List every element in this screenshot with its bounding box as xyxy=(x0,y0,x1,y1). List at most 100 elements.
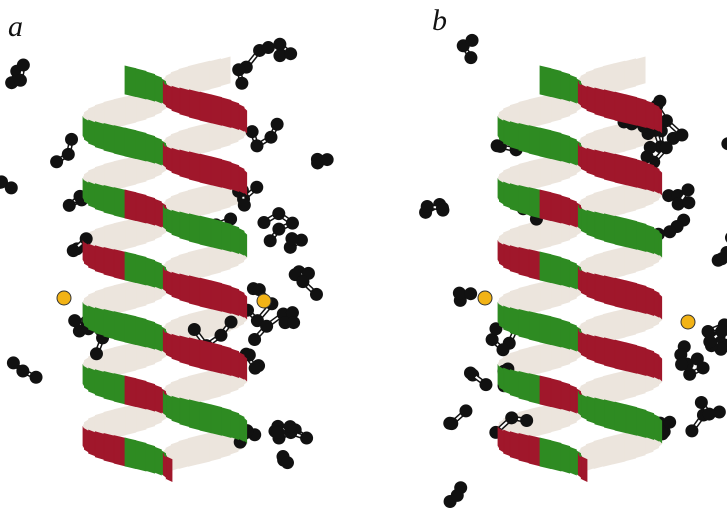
helix-ribbon xyxy=(166,333,172,358)
atom xyxy=(271,118,284,131)
helix-ribbon xyxy=(136,193,146,223)
helix-ribbon xyxy=(136,441,146,471)
atom xyxy=(505,411,518,424)
helix-ribbon xyxy=(231,287,239,315)
helix-ribbon xyxy=(222,408,231,438)
helix-ribbon xyxy=(529,345,540,376)
helix-ribbon xyxy=(615,402,626,433)
helix-ribbon xyxy=(540,438,551,469)
helix-ribbon xyxy=(189,276,200,306)
helix-ribbon xyxy=(244,294,247,318)
helix-ribbon xyxy=(84,305,88,328)
helix-ribbon xyxy=(200,402,211,433)
helix-ribbon xyxy=(136,317,146,347)
helix-ribbon xyxy=(125,281,136,311)
helix-ribbon xyxy=(211,281,222,311)
atom xyxy=(451,489,464,502)
atom xyxy=(300,432,313,445)
helix-ribbon xyxy=(125,405,136,435)
helix-ribbon xyxy=(166,209,172,234)
helix-ribbon xyxy=(89,368,96,394)
helix-ribbon xyxy=(199,123,210,154)
helix-ribbon xyxy=(540,343,551,373)
helix-ribbon xyxy=(519,310,529,339)
atom xyxy=(321,153,334,166)
helix-ribbon xyxy=(625,307,636,337)
helix-ribbon xyxy=(636,57,646,86)
helix-ribbon xyxy=(519,372,529,401)
helix-ribbon xyxy=(551,441,561,471)
helix-ribbon xyxy=(504,368,511,394)
helix-ribbon xyxy=(231,349,239,377)
helix-ribbon xyxy=(625,245,636,275)
helix-ribbon xyxy=(529,159,540,190)
atom xyxy=(14,74,27,87)
helix-ribbon xyxy=(625,369,636,399)
helix-ribbon xyxy=(654,291,659,318)
helix-ribbon xyxy=(125,157,136,187)
helix-ribbon xyxy=(540,405,551,435)
helix-ribbon xyxy=(146,72,155,101)
helix-ribbon xyxy=(136,255,146,285)
helix-ribbon xyxy=(510,246,519,274)
helix-ribbon xyxy=(504,430,511,456)
helix-ribbon xyxy=(200,92,211,123)
helix-ribbon xyxy=(84,243,88,266)
atom xyxy=(272,207,285,220)
helix-ribbon xyxy=(551,255,561,285)
helix-ribbon xyxy=(551,379,561,409)
helix-ribbon xyxy=(499,305,503,328)
helix-ribbon xyxy=(171,442,179,470)
helix-ribbon xyxy=(499,367,503,390)
helix-ribbon xyxy=(561,382,570,411)
atom xyxy=(250,181,263,194)
helix-ribbon xyxy=(239,415,244,442)
helix-ribbon xyxy=(114,283,125,314)
helix-ribbon xyxy=(578,456,581,478)
helix-ribbon xyxy=(659,418,662,442)
helix-ribbon xyxy=(581,147,587,172)
panel-label: a xyxy=(8,10,23,43)
helix-ribbon xyxy=(222,222,231,252)
helix-ribbon xyxy=(561,258,570,287)
atom xyxy=(660,141,673,154)
helix-ribbon xyxy=(104,372,114,401)
helix-ribbon xyxy=(570,385,577,413)
helix-ribbon xyxy=(659,170,662,194)
atom xyxy=(281,456,294,469)
helix-ribbon xyxy=(626,343,637,373)
helix-ribbon xyxy=(210,369,221,399)
helix-ribbon xyxy=(172,272,180,299)
helix-ribbon xyxy=(125,376,136,407)
helix-ribbon xyxy=(570,137,577,165)
atom xyxy=(284,420,297,433)
atom xyxy=(464,287,477,300)
helix-ribbon xyxy=(189,152,200,182)
helix-ribbon xyxy=(646,411,654,439)
atom xyxy=(464,366,477,379)
helix-ribbon xyxy=(604,152,615,182)
atom xyxy=(262,41,275,54)
atom xyxy=(663,416,676,429)
helix-ribbon xyxy=(200,216,211,247)
helix-ribbon xyxy=(163,456,166,478)
helix-ribbon xyxy=(166,85,172,110)
helix-ribbon xyxy=(89,120,96,146)
helix-ribbon xyxy=(89,244,96,270)
helix-ribbon xyxy=(540,219,551,249)
helix-ribbon xyxy=(504,120,511,146)
helix-ribbon xyxy=(163,394,166,416)
helix-ribbon xyxy=(199,61,210,92)
helix-ribbon xyxy=(155,75,162,103)
helix-ribbon xyxy=(146,320,155,349)
helix-ribbon xyxy=(188,436,199,466)
helix-ribbon xyxy=(210,183,221,213)
helix-ribbon xyxy=(595,150,605,179)
helix-ribbon xyxy=(587,334,595,361)
atom xyxy=(232,63,245,76)
helix-ribbon xyxy=(510,432,519,460)
helix-ribbon xyxy=(163,332,166,354)
atom xyxy=(479,378,492,391)
helix-ribbon xyxy=(222,284,231,314)
atom xyxy=(703,408,716,421)
